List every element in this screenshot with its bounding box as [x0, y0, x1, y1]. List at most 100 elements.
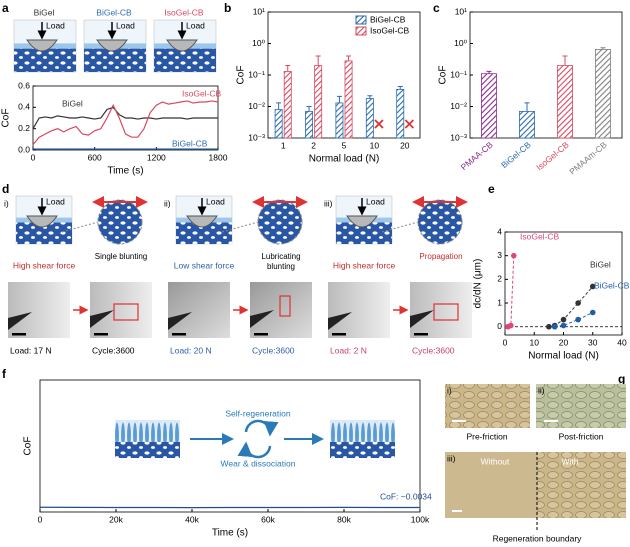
y-tick-label: 10⁻¹	[450, 69, 467, 79]
y-tick-label: 0.0	[18, 144, 30, 154]
bar	[274, 109, 283, 139]
scale-bar	[254, 333, 268, 336]
zoom-circle	[417, 199, 463, 245]
x-tick-label: 0	[503, 337, 508, 347]
x-tick-label: 5	[342, 140, 347, 150]
y-tick-label: 10⁻³	[450, 132, 467, 142]
load-label: Load	[366, 196, 385, 206]
x-axis-label: Time (s)	[107, 166, 143, 177]
data-point	[560, 316, 567, 323]
probe	[166, 39, 198, 52]
x-tick-label: 20	[559, 337, 569, 347]
x-tick-label: 1200	[147, 152, 166, 162]
x-tick-label: 0	[38, 514, 43, 524]
panel-label: g	[618, 372, 625, 386]
x-tick-label: 10	[530, 337, 540, 347]
trend-line	[548, 286, 594, 328]
y-tick-label: 1	[497, 297, 502, 307]
x-tick-label: 40k	[185, 514, 199, 524]
image-caption: Pre-friction	[466, 431, 507, 441]
subpanel-label: iii)	[447, 453, 456, 463]
subpanel-label: ii)	[164, 198, 171, 208]
probe	[96, 39, 128, 52]
error-bar	[285, 65, 291, 72]
series-label: BiGel	[62, 98, 83, 108]
crack	[250, 310, 274, 328]
x-tick-label: 20	[400, 140, 410, 150]
panel-label: c	[433, 1, 440, 15]
shear-force: Low shear force	[174, 260, 235, 270]
y-tick-label: 0	[497, 321, 502, 331]
y-axis-label: CoF	[236, 66, 247, 85]
inset-label: Wear & dissociation	[221, 458, 296, 468]
probe	[186, 215, 218, 228]
image-caption: With	[562, 456, 579, 466]
bar	[335, 102, 344, 139]
series-label: IsoGel-CB	[182, 88, 222, 98]
y-tick-label: 10⁻¹	[248, 69, 265, 79]
bar	[396, 88, 405, 139]
error-bar	[562, 55, 568, 66]
legend-swatch	[355, 26, 367, 36]
region-box	[113, 303, 139, 321]
load-label: Load	[46, 20, 65, 30]
load-condition: Load: 17 N	[10, 345, 52, 355]
panel-label: e	[488, 182, 495, 196]
x-tick-label: PMAA-CB	[459, 139, 495, 172]
trend-line	[554, 312, 593, 328]
gel-layer	[336, 222, 392, 244]
gel-layer	[14, 48, 76, 72]
gel-layer	[84, 48, 146, 72]
micrograph	[8, 282, 70, 338]
probe	[26, 39, 58, 52]
bar	[283, 71, 292, 139]
schematic-title: BiGel-CB	[96, 7, 132, 17]
x-axis-label: Normal load (N)	[309, 154, 380, 165]
x-tick-label: 100k	[411, 514, 430, 524]
error-bar	[336, 95, 342, 103]
legend-label: BiGel-CB	[370, 14, 406, 24]
image-caption: Post-friction	[559, 431, 604, 441]
error-bar	[397, 86, 403, 90]
image-caption: Without	[481, 456, 510, 466]
data-point	[560, 322, 567, 329]
y-tick-label: 10⁻²	[450, 101, 467, 111]
crack	[168, 312, 192, 330]
x-tick-label: 1	[281, 140, 286, 150]
gel-layer	[176, 222, 232, 244]
cycle-count: Cycle:3600	[412, 345, 455, 355]
y-tick-label: 2	[497, 274, 502, 284]
bar	[519, 110, 535, 139]
error-bar	[315, 55, 321, 66]
micrograph	[250, 282, 312, 338]
subpanel-label: ii)	[538, 385, 545, 395]
y-tick-label: 10⁻²	[248, 101, 265, 111]
cycle-count: Cycle:3600	[252, 345, 295, 355]
error-bar	[486, 70, 492, 74]
image-caption: Regeneration boundary	[493, 533, 583, 543]
regeneration-inset: Self-regeneration Wear & dissociation	[115, 408, 395, 468]
x-tick-label: 40	[617, 337, 627, 347]
probe	[26, 215, 58, 228]
schematic-title: BiGel	[34, 7, 55, 17]
error-bar	[600, 47, 606, 50]
data-line	[32, 100, 219, 146]
panel-label: a	[2, 1, 9, 15]
y-tick-label: 0.4	[18, 102, 30, 112]
bar	[557, 65, 573, 139]
series-label: BiGel	[590, 259, 611, 269]
scale-bar	[414, 333, 428, 336]
data-point	[508, 322, 514, 329]
load-condition: Load: 2 N	[330, 345, 367, 355]
y-tick-label: 10⁻³	[248, 132, 265, 142]
subpanel-label: i)	[447, 385, 452, 395]
data-point	[575, 316, 581, 323]
scale-bar	[12, 333, 26, 336]
subpanel-label: i)	[4, 198, 9, 208]
x-tick-label: 20k	[109, 514, 123, 524]
bar	[344, 60, 353, 139]
x-tick-label: 0	[31, 152, 36, 162]
gel-layer	[154, 48, 216, 72]
legend-label: IsoGel-CB	[370, 25, 410, 35]
failure-mark	[374, 119, 384, 129]
